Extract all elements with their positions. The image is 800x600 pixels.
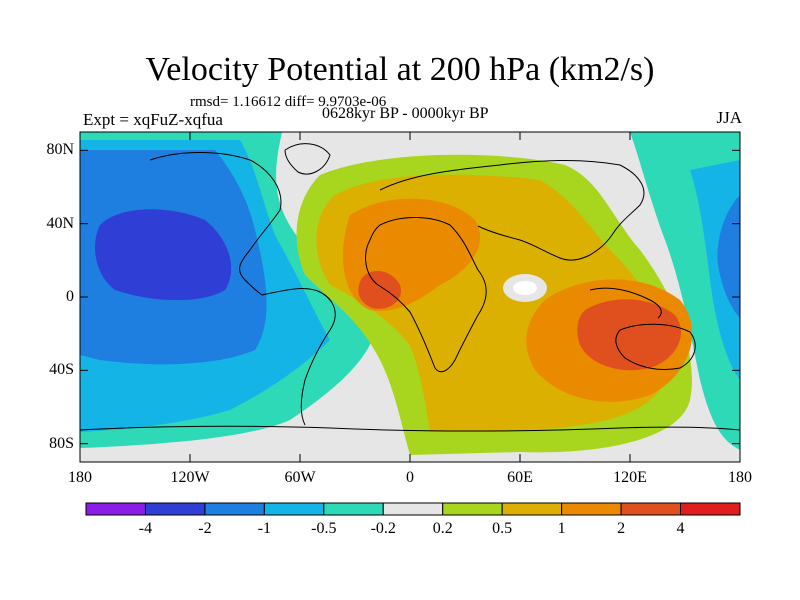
longitude-label: 180: [68, 469, 92, 486]
map-title: Velocity Potential at 200 hPa (km2/s): [145, 51, 655, 88]
longitude-label: 60E: [507, 469, 533, 486]
period-subtitle: 0628kyr BP - 0000kyr BP: [322, 105, 489, 122]
region-weak-positive-indian-ocean: [513, 281, 537, 295]
longitude-ticks: [79, 132, 741, 462]
coastline-maritime-continent: [589, 287, 662, 319]
colorbar-label: -2: [198, 520, 212, 537]
longitude-label: 0: [406, 469, 414, 486]
coastline-north-america: [149, 152, 282, 296]
colorbar-box: [680, 502, 741, 516]
longitude-label: 120W: [170, 469, 210, 486]
colorbar-box: [323, 502, 384, 516]
colorbar-label: 2: [617, 520, 626, 537]
colorbar-box: [561, 502, 622, 516]
longitude-label: 120E: [613, 469, 647, 486]
coastline-south-america: [261, 288, 336, 426]
colorbar-label: 0.5: [492, 520, 513, 537]
colorbar-label: 4: [676, 520, 685, 537]
coastline-africa: [365, 217, 487, 373]
coastline-eurasia: [379, 159, 645, 261]
rmsd-subtitle: rmsd= 1.16612 diff= 9.9703e-06: [190, 94, 387, 110]
coastlines: [80, 143, 740, 432]
coastline-greenland: [284, 143, 331, 175]
colorbar-box: [501, 502, 563, 516]
colorbar-box: [382, 502, 444, 516]
latitude-label: 80S: [49, 434, 74, 452]
latitude-label: 0: [66, 288, 74, 305]
coastline-australia: [615, 323, 696, 371]
region-east-moderate-negative: [717, 195, 740, 318]
region-max-positive-atlantic: [358, 270, 401, 309]
velocity-potential-field: [80, 132, 740, 462]
colorbar-box: [263, 502, 325, 516]
season-subtitle: JJA: [716, 108, 742, 127]
latitude-label: 40N: [46, 214, 74, 232]
latitude-label: 80N: [46, 141, 74, 159]
colorbar-label: -0.5: [311, 520, 337, 537]
colorbar-label: -1: [257, 520, 272, 537]
colorbar-box: [442, 502, 503, 516]
colorbar-label: 0.2: [432, 520, 453, 537]
coastline-antarctica: [80, 425, 740, 432]
latitude-label: 40S: [49, 361, 74, 379]
colorbar-label: 1: [557, 520, 566, 537]
region-max-positive-indopacific: [577, 299, 681, 371]
latitude-ticks: [80, 149, 740, 445]
colorbar-label: -4: [138, 520, 153, 537]
longitude-label: 180: [728, 469, 752, 486]
colorbar-box: [85, 502, 146, 516]
longitude-label: 60W: [284, 469, 316, 486]
colorbar-box: [144, 502, 206, 516]
experiment-subtitle: Expt = xqFuZ-xqfua: [83, 110, 223, 129]
colorbar: [85, 502, 741, 516]
colorbar-box: [620, 502, 682, 516]
colorbar-box: [204, 502, 265, 516]
colorbar-label: -0.2: [370, 520, 396, 537]
region-deep-negative: [95, 209, 232, 301]
